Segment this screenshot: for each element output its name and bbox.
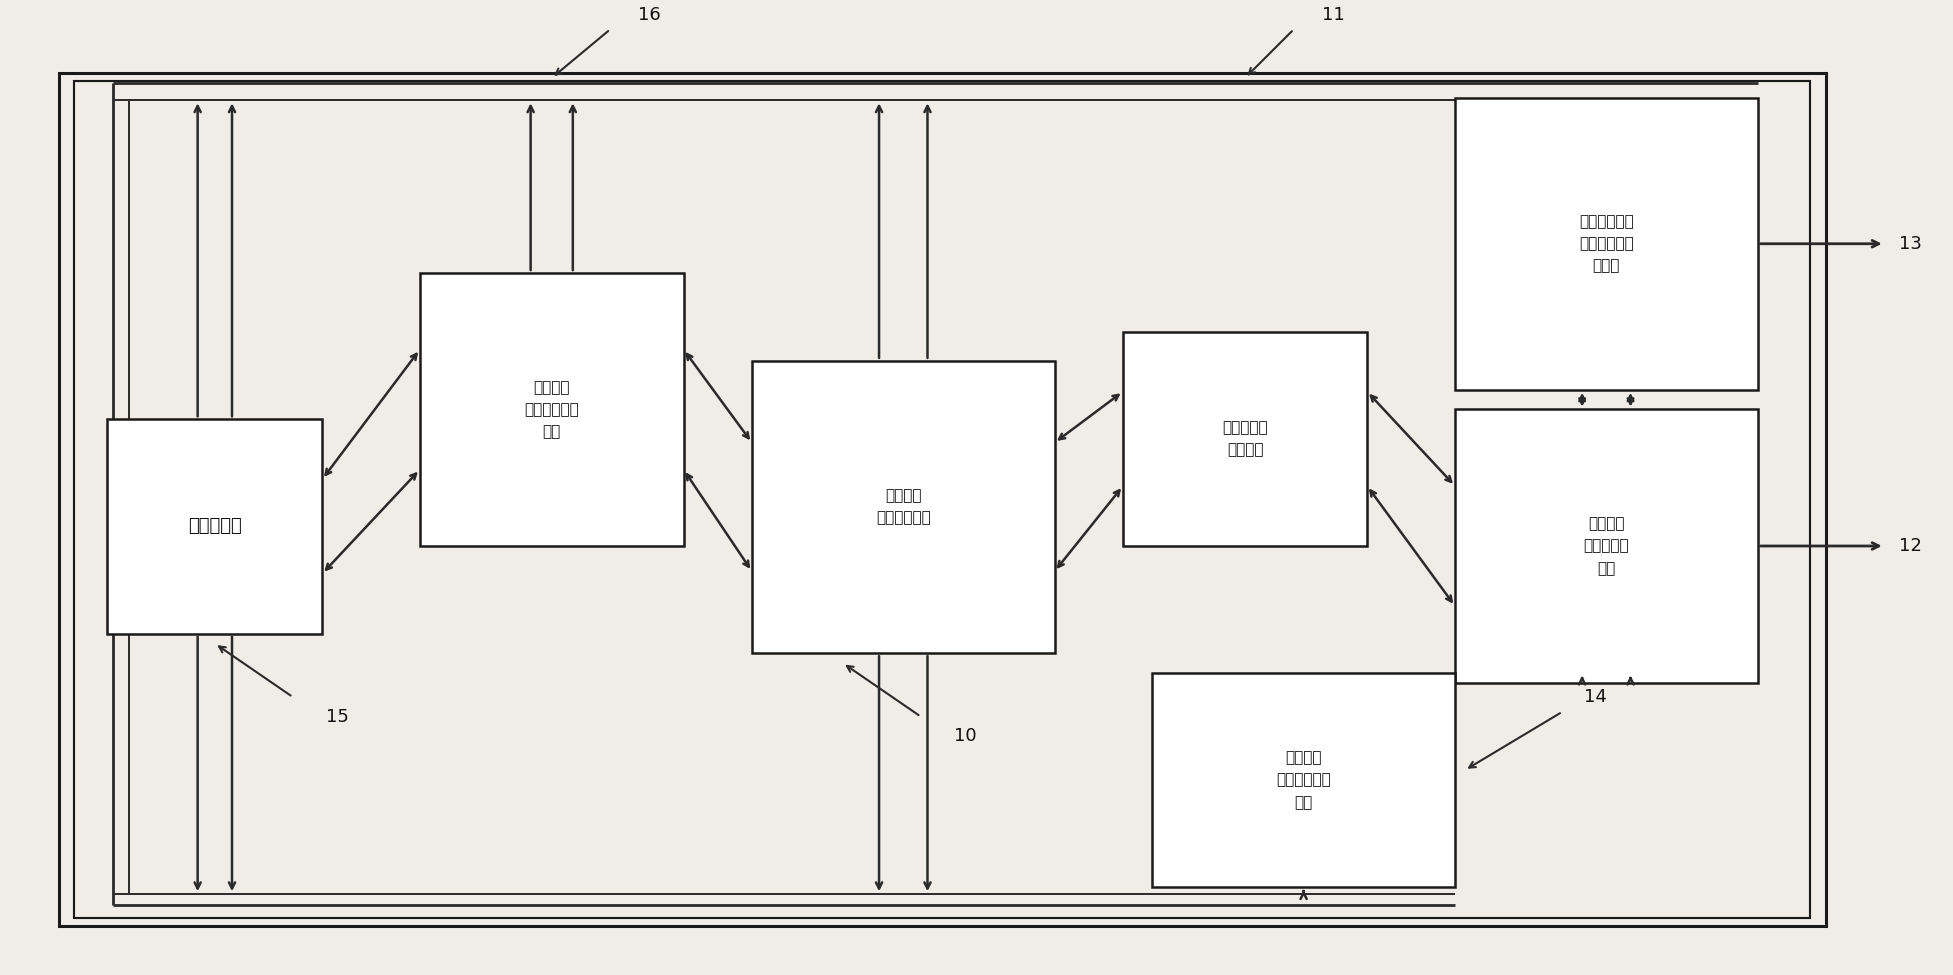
Text: 单体电池
有模检和控制
模块: 单体电池 有模检和控制 模块 (523, 380, 580, 439)
Bar (107, 419, 322, 634)
Bar (1455, 98, 1758, 390)
Bar (1152, 673, 1455, 887)
Text: 11: 11 (1322, 6, 1344, 23)
Text: 15: 15 (326, 708, 350, 725)
Bar (752, 361, 1055, 653)
Text: 10: 10 (955, 727, 976, 745)
Text: 14: 14 (1584, 688, 1607, 706)
Bar (420, 273, 684, 546)
Bar (59, 73, 1826, 926)
Text: 蓄电池组
均衡放电控制
模块: 蓄电池组 均衡放电控制 模块 (1275, 751, 1332, 809)
Bar (1455, 410, 1758, 682)
Text: 16: 16 (639, 6, 660, 23)
Text: 分等级脉冲正
负脉冲充电控
制模块: 分等级脉冲正 负脉冲充电控 制模块 (1578, 214, 1635, 273)
Text: 蓄电池组
分等级控制
模块: 蓄电池组 分等级控制 模块 (1584, 517, 1629, 575)
Text: 参数检测器: 参数检测器 (187, 518, 242, 535)
Text: 12: 12 (1898, 537, 1922, 555)
Text: 13: 13 (1898, 235, 1922, 253)
Text: 并联开关组
控制模块: 并联开关组 控制模块 (1223, 420, 1267, 457)
Bar (74, 81, 1810, 918)
Text: 蓄电池组
中央控制模块: 蓄电池组 中央控制模块 (875, 488, 932, 526)
Bar (1123, 332, 1367, 546)
